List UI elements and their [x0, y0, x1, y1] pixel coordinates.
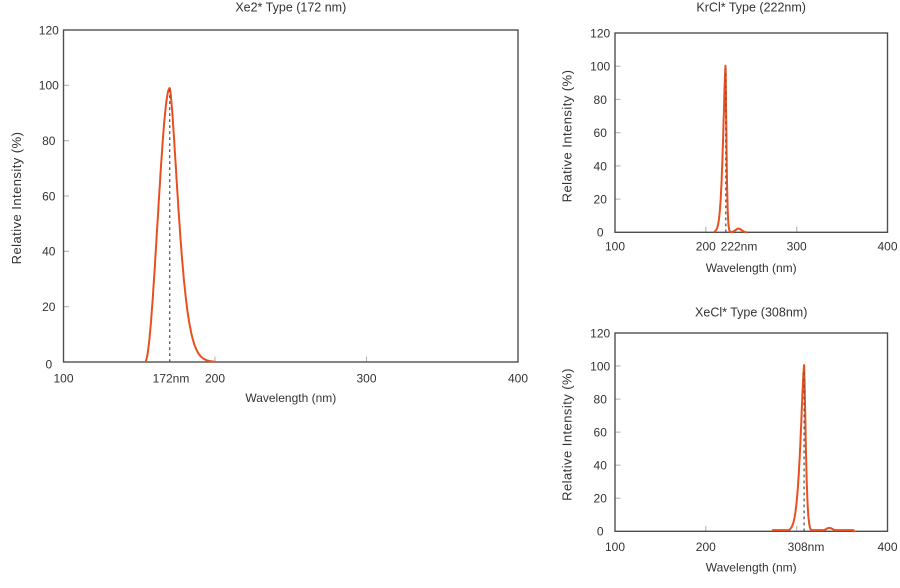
svg-text:400: 400 [877, 540, 897, 554]
svg-text:300: 300 [787, 240, 807, 254]
svg-text:100: 100 [590, 359, 610, 373]
svg-text:KrCl* Type (222nm): KrCl* Type (222nm) [696, 1, 806, 15]
svg-text:Wavelength (nm): Wavelength (nm) [706, 560, 797, 574]
svg-text:400: 400 [877, 240, 897, 254]
svg-text:100: 100 [590, 60, 610, 74]
svg-text:80: 80 [42, 134, 56, 148]
svg-text:20: 20 [594, 492, 608, 506]
svg-text:100: 100 [39, 79, 59, 93]
svg-text:400: 400 [508, 371, 528, 385]
svg-text:Wavelength (nm): Wavelength (nm) [706, 261, 797, 275]
svg-text:100: 100 [605, 540, 625, 554]
svg-text:0: 0 [597, 525, 604, 539]
svg-text:120: 120 [590, 326, 610, 340]
svg-text:Relative Intensity (%): Relative Intensity (%) [560, 368, 575, 501]
svg-text:Relative Intensity (%): Relative Intensity (%) [9, 132, 24, 265]
svg-text:40: 40 [42, 245, 56, 259]
svg-text:172nm: 172nm [153, 371, 190, 385]
svg-text:80: 80 [594, 93, 608, 107]
svg-text:80: 80 [594, 393, 608, 407]
svg-text:40: 40 [594, 459, 608, 473]
svg-text:40: 40 [594, 159, 608, 173]
svg-text:XeCl* Type (308nm): XeCl* Type (308nm) [695, 306, 807, 320]
svg-text:Xe2* Type (172 nm): Xe2* Type (172 nm) [235, 1, 346, 15]
svg-text:60: 60 [594, 426, 608, 440]
svg-text:120: 120 [39, 23, 59, 37]
svg-text:308nm: 308nm [788, 540, 825, 554]
svg-text:200: 200 [696, 540, 716, 554]
svg-text:60: 60 [42, 189, 56, 203]
svg-text:Relative Intensity (%): Relative Intensity (%) [560, 70, 575, 203]
svg-text:200: 200 [205, 371, 225, 385]
svg-text:200: 200 [696, 240, 716, 254]
svg-text:0: 0 [597, 226, 604, 240]
svg-text:222nm: 222nm [721, 240, 758, 254]
svg-text:120: 120 [590, 26, 610, 40]
svg-text:300: 300 [356, 371, 376, 385]
svg-text:0: 0 [45, 357, 52, 371]
svg-text:100: 100 [53, 371, 73, 385]
svg-text:20: 20 [42, 300, 56, 314]
svg-text:60: 60 [594, 126, 608, 140]
svg-text:20: 20 [594, 193, 608, 207]
svg-text:Wavelength (nm): Wavelength (nm) [245, 391, 336, 405]
svg-text:100: 100 [605, 240, 625, 254]
